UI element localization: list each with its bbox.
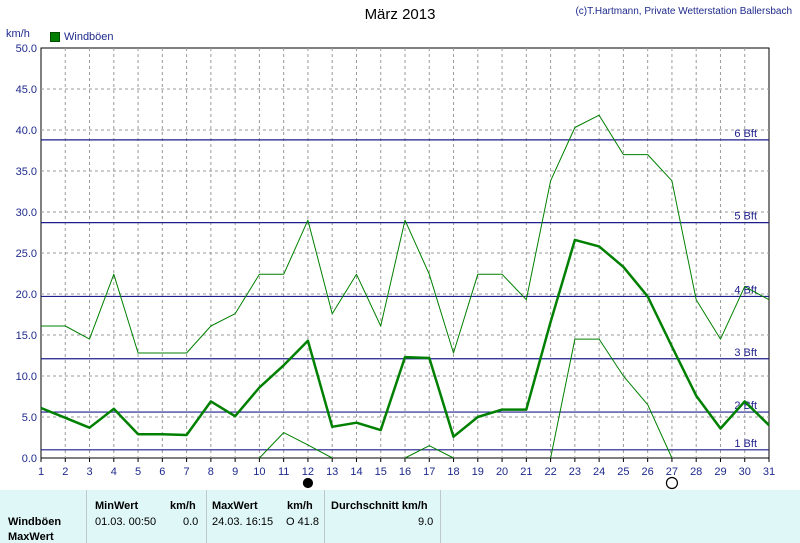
column-divider — [440, 490, 441, 543]
y-axis-unit: km/h — [6, 28, 30, 40]
chart-plot: 0.0 5.0 10.0 15.0 20.0 25.0 30.0 35.0 40.0 45.0 50… — [16, 43, 775, 490]
x-tick-label: 25 — [617, 466, 629, 478]
x-tick-label: 17 — [423, 466, 435, 478]
max-unit-header: km/h — [287, 500, 313, 512]
x-tick-label: 6 — [159, 466, 165, 478]
x-tick-label: 13 — [326, 466, 338, 478]
full-moon-icon — [665, 476, 679, 490]
x-tick-label: 16 — [399, 466, 411, 478]
y-tick-label: 15.0 — [16, 330, 37, 342]
series-line-average — [40, 238, 770, 438]
x-tick-label: 18 — [447, 466, 459, 478]
y-tick-label: 30.0 — [16, 207, 37, 219]
beaufort-label: 3 Bft — [734, 347, 757, 359]
y-tick-label: 10.0 — [16, 371, 37, 383]
x-tick-label: 29 — [714, 466, 726, 478]
y-tick-label: 25.0 — [16, 248, 37, 260]
y-tick-label: 35.0 — [16, 166, 37, 178]
column-divider — [324, 490, 325, 543]
chart-title: März 2013 — [364, 6, 436, 23]
legend: Windböen — [50, 31, 114, 43]
x-tick-label: 28 — [690, 466, 702, 478]
y-tick-label: 45.0 — [16, 84, 37, 96]
x-tick-label: 10 — [253, 466, 265, 478]
x-tick-label: 14 — [350, 466, 362, 478]
x-tick-label: 23 — [569, 466, 581, 478]
y-tick-label: 50.0 — [16, 43, 37, 55]
column-divider — [206, 490, 207, 543]
x-tick-label: 12 — [302, 466, 314, 478]
x-tick-label: 30 — [739, 466, 751, 478]
x-tick-label: 4 — [111, 466, 117, 478]
legend-swatch — [50, 32, 60, 42]
avg-header: Durchschnitt km/h — [331, 500, 428, 512]
series-line-min — [550, 338, 673, 459]
x-tick-label: 22 — [544, 466, 556, 478]
x-tick-label: 27 — [666, 466, 678, 478]
x-tick-label: 31 — [763, 466, 775, 478]
min-datetime: 01.03. 00:50 — [95, 516, 157, 528]
series-line-max — [41, 114, 770, 354]
x-tick-label: 9 — [232, 466, 238, 478]
beaufort-label: 4 Bft — [734, 284, 757, 296]
y-tick-label: 40.0 — [16, 125, 37, 137]
x-tick-label: 21 — [520, 466, 532, 478]
y-tick-label: 20.0 — [16, 289, 37, 301]
credit-text: (c)T.Hartmann, Private Wetterstation Bal… — [575, 6, 792, 17]
legend-label: Windböen — [64, 31, 114, 43]
row-label-windboeen: Windböen — [8, 516, 62, 528]
x-tick-label: 19 — [472, 466, 484, 478]
x-tick-label: 3 — [86, 466, 92, 478]
stats-table: Windböen MaxWert MinWert km/h MaxWert km… — [0, 490, 800, 543]
y-tick-label: 5.0 — [22, 412, 37, 424]
max-value: O 41.8 — [286, 516, 320, 528]
new-moon-icon — [302, 477, 314, 489]
x-tick-label: 11 — [278, 466, 289, 478]
series-line-min — [259, 432, 333, 459]
x-tick-label: 7 — [184, 466, 190, 478]
column-divider — [86, 490, 87, 543]
avg-value: 9.0 — [418, 516, 434, 528]
row-label-maxwert: MaxWert — [8, 531, 54, 543]
x-tick-label: 15 — [375, 466, 387, 478]
x-tick-label: 5 — [135, 466, 141, 478]
x-tick-label: 24 — [593, 466, 605, 478]
min-header: MinWert — [95, 500, 139, 512]
beaufort-label: 6 Bft — [734, 128, 757, 140]
max-header: MaxWert — [212, 500, 258, 512]
x-tick-label: 26 — [642, 466, 654, 478]
beaufort-label: 1 Bft — [734, 438, 757, 450]
x-tick-label: 8 — [208, 466, 214, 478]
beaufort-label: 5 Bft — [734, 211, 757, 223]
x-tick-label: 2 — [62, 466, 68, 478]
chart-area: März 2013 (c)T.Hartmann, Private Wetters… — [6, 6, 792, 490]
series-line-min — [404, 445, 454, 459]
x-tick-label: 1 — [38, 466, 44, 478]
min-value: 0.0 — [183, 516, 199, 528]
max-datetime: 24.03. 16:15 — [212, 516, 274, 528]
min-unit-header: km/h — [170, 500, 196, 512]
x-tick-label: 20 — [496, 466, 508, 478]
y-tick-label: 0.0 — [22, 453, 37, 465]
